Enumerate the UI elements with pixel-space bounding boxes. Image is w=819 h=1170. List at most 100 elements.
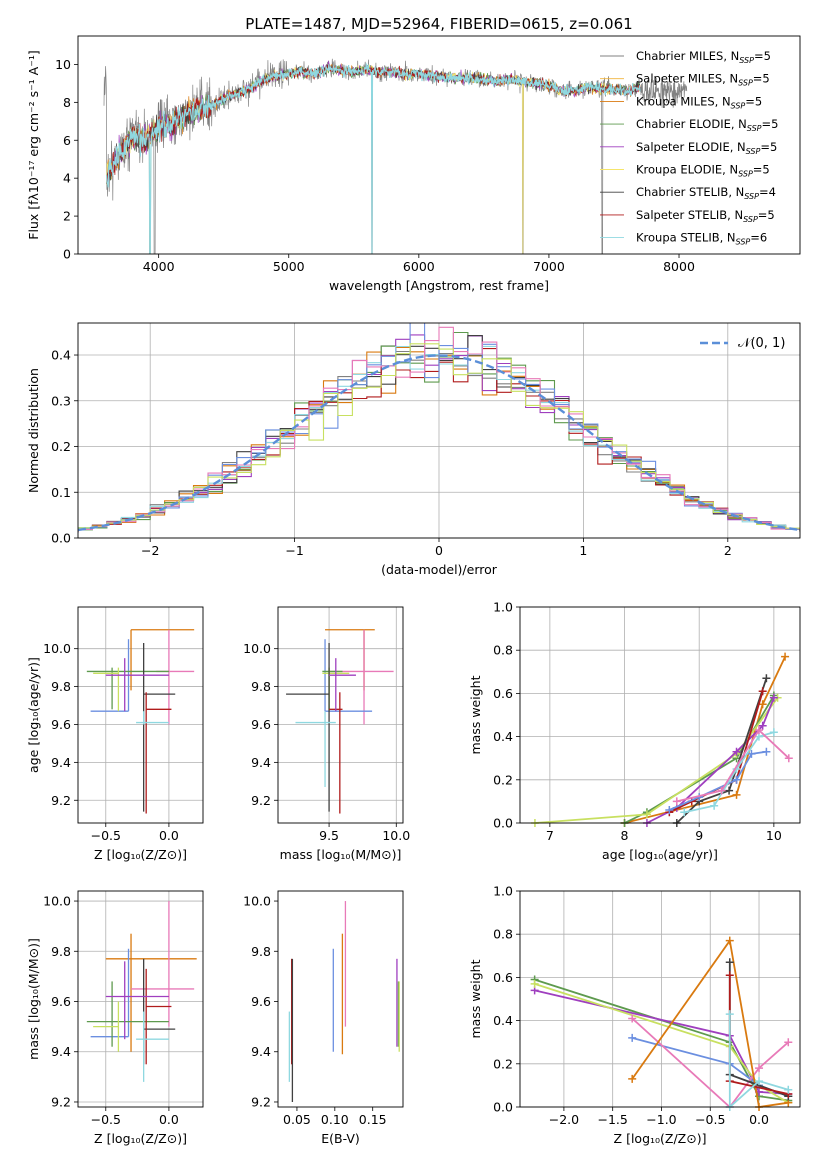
legend-label-main: Salpeter ELODIE, N xyxy=(636,140,746,154)
residuals-panel: −2 −1 0 1 2 0.0 0.1 0.2 0.3 0.4 (data-model)/error… xyxy=(26,322,801,577)
y-tick-label: 9.4 xyxy=(51,1044,71,1059)
model-spectrum-line xyxy=(106,63,641,184)
y-tick-label: 0.4 xyxy=(493,1013,513,1028)
series-marker xyxy=(710,801,719,810)
y-axis-label: age [log₁₀(age/yr)] xyxy=(26,657,41,773)
errorbar-point xyxy=(130,629,195,691)
x-tick-label: −1.0 xyxy=(646,1112,676,1127)
series-marker xyxy=(758,721,767,730)
x-tick-label: 7000 xyxy=(533,259,565,274)
errorbar-point xyxy=(286,643,330,812)
legend-label: Salpeter MILES, NSSP=5 xyxy=(636,72,770,88)
errorbar-point xyxy=(145,692,172,814)
y-tick-label: 9.2 xyxy=(251,793,271,808)
y-tick-label: 0.3 xyxy=(51,393,71,408)
model-spectrum-line xyxy=(106,62,641,254)
y-tick-label: 0.6 xyxy=(493,970,513,985)
series-marker xyxy=(758,700,767,709)
legend-label: Kroupa ELODIE, NSSP=5 xyxy=(636,163,770,179)
plot-area xyxy=(78,323,800,533)
x-tick-label: 10 xyxy=(766,828,782,843)
series-marker xyxy=(781,652,790,661)
series-marker xyxy=(530,979,539,988)
y-tick-label: 10.0 xyxy=(243,894,271,909)
legend-label: Kroupa MILES, NSSP=5 xyxy=(636,94,762,110)
legend-label: Salpeter STELIB, NSSP=5 xyxy=(636,208,775,224)
legend-label-tail: =5 xyxy=(745,94,762,108)
legend-label-main: Salpeter STELIB, N xyxy=(636,208,743,222)
errorbar-point xyxy=(136,711,169,725)
legend-label-main: Chabrier ELODIE, N xyxy=(636,117,747,131)
y-tick-label: 2 xyxy=(63,209,71,224)
axes-frame xyxy=(77,606,204,824)
legend-label-tail: =6 xyxy=(750,231,767,245)
legend-label: Kroupa STELIB, NSSP=6 xyxy=(636,231,767,247)
y-tick-label: 9.4 xyxy=(251,1044,271,1059)
series-marker xyxy=(680,808,689,817)
y-tick-label: 9.8 xyxy=(251,679,271,694)
x-tick-label: 5000 xyxy=(273,259,305,274)
axes-frame xyxy=(277,606,404,824)
axes-frame xyxy=(77,322,801,539)
axes-frame xyxy=(277,890,404,1108)
plot-area xyxy=(86,901,197,1082)
spectrum-panel: 4000 5000 6000 7000 8000 0 2 4 6 8 10 wavelength [A… xyxy=(26,15,801,293)
y-axis-label: mass [log₁₀(M/M⊙)] xyxy=(26,938,41,1060)
y-axis-label: mass weight xyxy=(468,675,483,754)
legend-label-tail: =5 xyxy=(760,140,777,154)
y-tick-label: 10.0 xyxy=(43,641,71,656)
legend-label-sub: SSP xyxy=(736,238,751,247)
y-tick-label: 9.6 xyxy=(51,994,71,1009)
legend-label-tail: =4 xyxy=(759,185,776,199)
errorbar-point xyxy=(90,948,130,1038)
y-tick-label: 10 xyxy=(55,57,71,72)
x-tick-label: 8000 xyxy=(663,259,695,274)
mass-vs-z-panel: −0.5 0.0 9.2 9.4 9.6 9.8 10.0 Z [log₁₀(Z/Z⊙)] ma… xyxy=(26,890,204,1146)
errorbar-point xyxy=(329,629,394,725)
series-marker xyxy=(717,786,726,795)
y-tick-label: 9.4 xyxy=(51,755,71,770)
errorbar-point xyxy=(105,658,169,712)
series-marker xyxy=(754,726,763,735)
model-spectrum-line xyxy=(106,65,641,185)
x-tick-label: 4000 xyxy=(143,259,175,274)
y-tick-label: 0.1 xyxy=(51,485,71,500)
axes-frame xyxy=(519,606,801,824)
x-tick-label: 9.5 xyxy=(319,828,339,843)
x-tick-label: 2 xyxy=(724,543,732,558)
legend-label: Chabrier ELODIE, NSSP=5 xyxy=(636,117,778,133)
x-axis-label: mass [log₁₀(M/M⊙)] xyxy=(280,847,402,862)
series-marker xyxy=(725,971,734,980)
y-tick-label: 0.4 xyxy=(51,348,71,363)
series xyxy=(672,726,793,806)
plot-area xyxy=(86,629,195,814)
errorbar-point xyxy=(105,933,197,1052)
grid xyxy=(520,890,800,1108)
grid xyxy=(520,606,800,824)
y-tick-label: 8 xyxy=(63,95,71,110)
series-marker xyxy=(725,936,734,945)
legend-label-tail: =5 xyxy=(762,117,779,131)
y-tick-label: 9.2 xyxy=(251,1094,271,1109)
x-tick-label: −2.0 xyxy=(549,1112,579,1127)
series xyxy=(665,747,771,815)
series-marker xyxy=(732,775,741,784)
series-marker xyxy=(784,1085,793,1094)
mass-vs-ebv-panel: 0.05 0.10 0.15 9.2 9.4 9.6 9.8 10.0 E(B-V) xyxy=(243,890,404,1146)
axes-frame xyxy=(77,890,204,1108)
y-tick-label: 0.0 xyxy=(51,531,71,546)
series-marker xyxy=(769,728,778,737)
legend-label-sub: SSP xyxy=(743,215,758,224)
series-line xyxy=(728,1014,789,1110)
series-marker xyxy=(672,797,681,806)
errorbar-point xyxy=(145,968,172,1065)
y-tick-label: 0.0 xyxy=(493,816,513,831)
x-tick-label: 10.0 xyxy=(382,828,410,843)
plot-area xyxy=(288,901,400,1102)
y-tick-label: 9.4 xyxy=(251,755,271,770)
legend-label-sub: SSP xyxy=(747,124,762,133)
x-axis-label: age [log₁₀(age/yr)] xyxy=(602,847,718,862)
plot-area xyxy=(286,629,394,814)
y-tick-label: 9.8 xyxy=(51,944,71,959)
y-tick-label: 0.0 xyxy=(493,1100,513,1115)
